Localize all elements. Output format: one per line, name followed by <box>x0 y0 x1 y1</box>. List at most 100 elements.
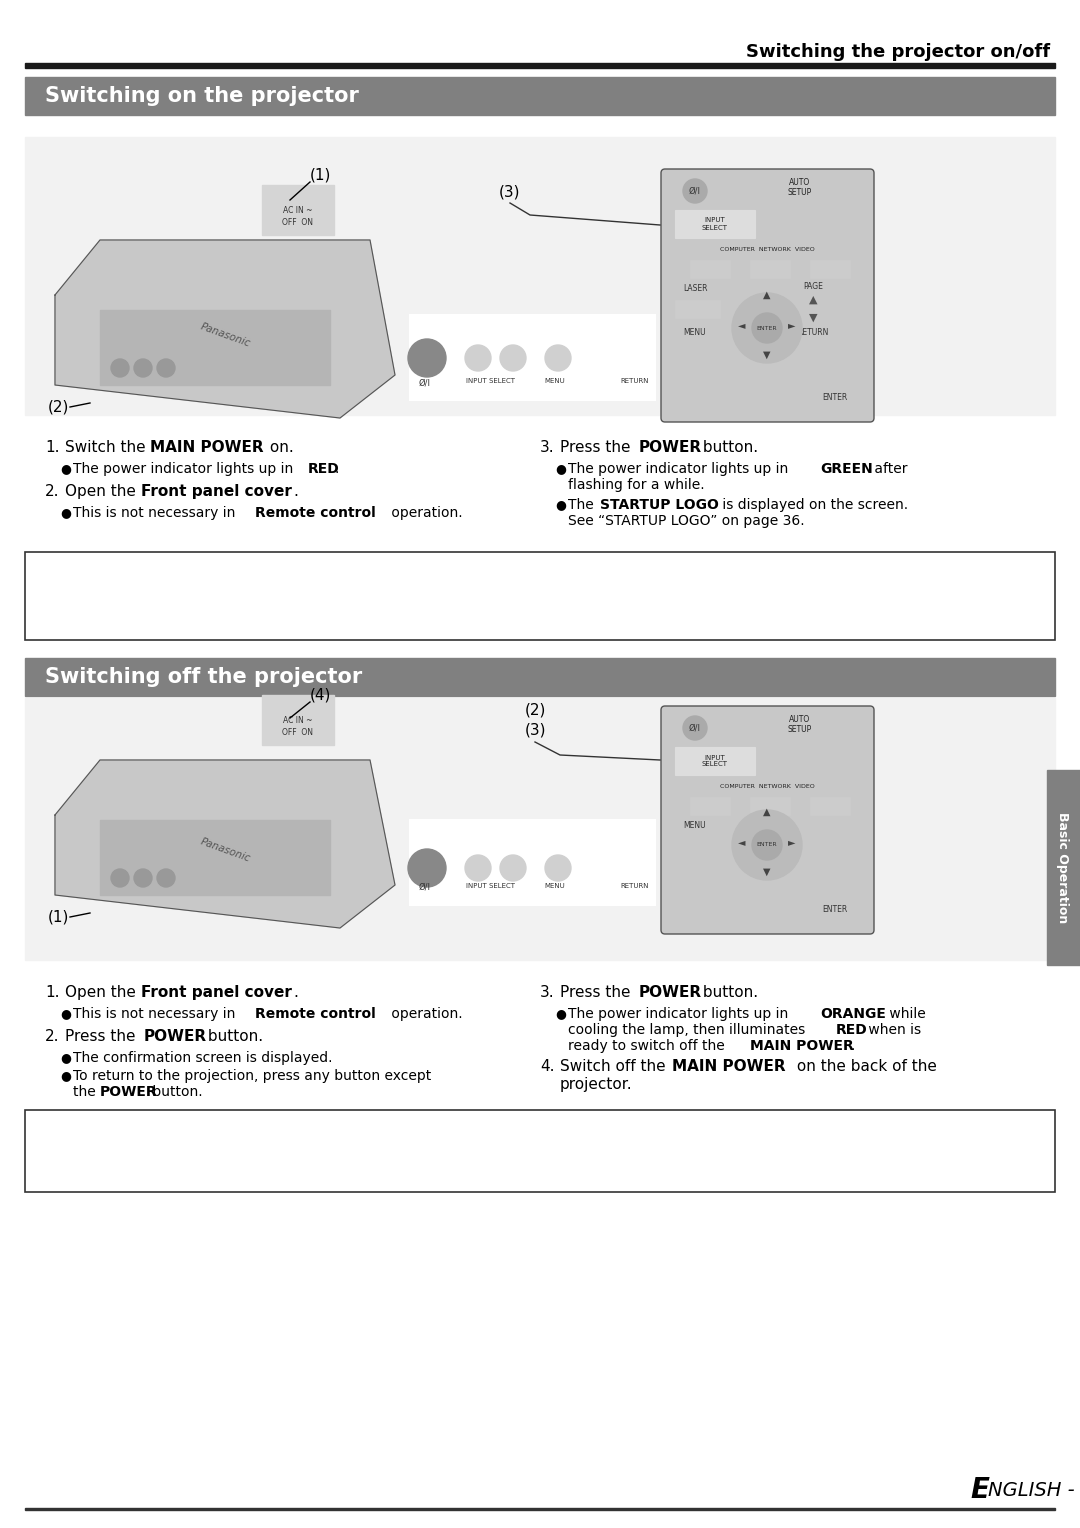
Circle shape <box>157 359 175 377</box>
Text: POWER: POWER <box>144 1028 207 1044</box>
Bar <box>25 1109 1055 1192</box>
Circle shape <box>465 345 491 371</box>
Bar <box>750 260 789 278</box>
Text: 1.: 1. <box>45 440 59 455</box>
Text: The confirmation screen is displayed.: The confirmation screen is displayed. <box>73 1051 333 1065</box>
Text: operation.: operation. <box>387 1007 462 1021</box>
Text: MAIN POWER: MAIN POWER <box>672 1059 785 1074</box>
Polygon shape <box>55 759 395 927</box>
Text: The power indicator lights up in: The power indicator lights up in <box>73 461 298 477</box>
Text: Front panel cover: Front panel cover <box>141 986 292 999</box>
Circle shape <box>157 869 175 886</box>
Text: 2.: 2. <box>45 1028 59 1044</box>
Text: button.: button. <box>698 986 758 999</box>
Text: (2): (2) <box>48 399 69 414</box>
Circle shape <box>500 856 526 882</box>
Text: ENTER: ENTER <box>757 325 778 330</box>
Bar <box>25 659 1055 695</box>
Bar <box>675 209 755 238</box>
FancyBboxPatch shape <box>661 170 874 422</box>
Text: Ø/I: Ø/I <box>689 723 701 732</box>
Text: RETURN: RETURN <box>621 883 649 889</box>
Bar <box>675 747 755 775</box>
Text: NOTE:: NOTE: <box>42 562 93 578</box>
Text: is displayed on the screen.: is displayed on the screen. <box>718 498 908 512</box>
Text: (3): (3) <box>524 723 545 738</box>
Bar <box>675 299 720 318</box>
Text: Press the: Press the <box>561 986 635 999</box>
Text: Open the: Open the <box>65 484 140 500</box>
Text: AC IN ~: AC IN ~ <box>283 206 313 215</box>
Text: AC IN ~: AC IN ~ <box>283 717 313 724</box>
Text: MAIN POWER: MAIN POWER <box>408 1155 501 1167</box>
Text: This is not necessary in: This is not necessary in <box>73 1007 240 1021</box>
Text: • Some small rattling or tinkling sound may be heard when starting up, but this : • Some small rattling or tinkling sound … <box>42 581 754 593</box>
Text: ●: ● <box>60 506 71 520</box>
Text: POWER: POWER <box>639 440 702 455</box>
Bar <box>100 821 330 895</box>
Text: instead of following this procedure. See “DIRECT: instead of following this procedure. See… <box>502 1155 811 1167</box>
Text: .: . <box>293 986 298 999</box>
Circle shape <box>545 856 571 882</box>
Text: POWER ON” on page 37.: POWER ON” on page 37. <box>42 1170 205 1183</box>
Circle shape <box>408 850 446 886</box>
Circle shape <box>732 293 802 364</box>
Text: RETURN: RETURN <box>797 329 828 338</box>
Text: Switch off the: Switch off the <box>561 1059 671 1074</box>
Circle shape <box>111 869 129 886</box>
Text: MAIN POWER: MAIN POWER <box>393 626 486 640</box>
Text: (4): (4) <box>309 688 330 703</box>
Text: ORANGE: ORANGE <box>820 1007 886 1021</box>
Text: cooling the lamp, then illuminates: cooling the lamp, then illuminates <box>568 1024 810 1038</box>
Text: Panasonic: Panasonic <box>199 836 252 863</box>
Circle shape <box>732 810 802 880</box>
Text: ready to switch off the: ready to switch off the <box>568 1039 729 1053</box>
Text: To return to the projection, press any button except: To return to the projection, press any b… <box>73 1070 431 1083</box>
Circle shape <box>500 345 526 371</box>
Text: Open the: Open the <box>65 986 140 999</box>
Text: or switching on the: or switching on the <box>258 626 387 640</box>
Text: MAIN POWER: MAIN POWER <box>150 440 264 455</box>
Text: INPUT
SELECT: INPUT SELECT <box>702 755 728 767</box>
Text: LASER: LASER <box>683 284 707 293</box>
Text: POWER: POWER <box>639 986 702 999</box>
Bar <box>25 698 1055 960</box>
Text: 4.: 4. <box>540 1059 554 1074</box>
Text: ◄: ◄ <box>739 319 746 330</box>
Text: GREEN: GREEN <box>820 461 873 477</box>
Text: Ø/I: Ø/I <box>689 186 701 196</box>
Text: twice or for a long duration to switch the power off.: twice or for a long duration to switch t… <box>162 1138 488 1151</box>
Text: Mains lead: Mains lead <box>183 626 258 640</box>
Text: . See “DIRECT POWER ON” on page 37.: . See “DIRECT POWER ON” on page 37. <box>486 626 732 640</box>
Text: INPUT SELECT: INPUT SELECT <box>465 377 514 384</box>
Text: MENU: MENU <box>684 821 706 830</box>
Text: SETUP: SETUP <box>788 188 812 197</box>
Circle shape <box>545 345 571 371</box>
Bar <box>410 821 654 905</box>
Text: flashing for a while.: flashing for a while. <box>568 478 704 492</box>
Text: ●: ● <box>60 1051 71 1063</box>
Text: ENTER: ENTER <box>757 842 778 848</box>
Text: MAIN POWER: MAIN POWER <box>750 1039 854 1053</box>
Circle shape <box>465 856 491 882</box>
Text: on the back of the: on the back of the <box>792 1059 936 1074</box>
Bar <box>690 798 730 814</box>
Bar <box>810 260 850 278</box>
Text: • If you disconnected the: • If you disconnected the <box>42 613 204 625</box>
Bar <box>100 310 330 385</box>
Bar <box>25 1508 1055 1510</box>
Text: .: . <box>850 1039 854 1053</box>
Text: MAIN POWER: MAIN POWER <box>440 613 532 625</box>
Text: RED: RED <box>308 461 340 477</box>
Text: while on projecting mode, the projection will start: while on projecting mode, the projection… <box>537 613 852 625</box>
Text: ●: ● <box>60 1007 71 1021</box>
Circle shape <box>408 339 446 377</box>
Text: Basic Operation: Basic Operation <box>1056 811 1069 923</box>
Text: ▼: ▼ <box>764 350 771 361</box>
Text: NGLISH - 23: NGLISH - 23 <box>988 1481 1080 1499</box>
Text: ◄: ◄ <box>739 837 746 847</box>
Text: INPUT
SELECT: INPUT SELECT <box>702 217 728 231</box>
Text: Switching on the projector: Switching on the projector <box>45 86 359 105</box>
Text: ▲: ▲ <box>764 807 771 817</box>
Text: POWER: POWER <box>100 1085 158 1099</box>
